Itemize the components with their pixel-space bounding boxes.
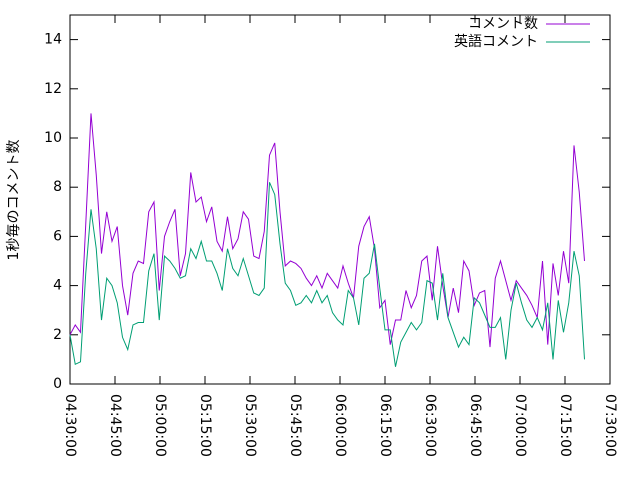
x-tick-label: 07:00:00	[512, 394, 528, 457]
x-tick-label: 06:30:00	[422, 394, 438, 457]
x-tick-label: 04:30:00	[62, 394, 78, 457]
x-tick-label: 05:15:00	[197, 394, 213, 457]
x-tick-label: 07:15:00	[557, 394, 573, 457]
y-tick-label: 6	[53, 228, 62, 244]
series-line	[69, 113, 585, 348]
y-tick-label: 0	[53, 376, 62, 392]
y-tick-label: 4	[53, 278, 62, 294]
series-line	[69, 182, 585, 367]
y-tick-label: 2	[53, 327, 62, 343]
x-tick-label: 05:00:00	[152, 394, 168, 457]
x-tick-label: 04:45:00	[107, 394, 123, 457]
x-tick-label: 06:15:00	[377, 394, 393, 457]
y-tick-label: 12	[44, 81, 62, 97]
x-tick-label: 06:00:00	[332, 394, 348, 457]
y-tick-label: 8	[53, 179, 62, 195]
x-tick-label: 07:30:00	[602, 394, 618, 457]
x-tick-label: 05:30:00	[242, 394, 258, 457]
y-tick-label: 10	[44, 130, 62, 146]
y-tick-label: 14	[44, 32, 62, 48]
x-tick-label: 06:45:00	[467, 394, 483, 457]
x-tick-label: 05:45:00	[287, 394, 303, 457]
plot-border	[69, 14, 611, 385]
legend-label: 英語コメント	[454, 33, 538, 50]
y-axis-label: 1秒毎のコメント数	[6, 140, 22, 261]
legend-label: コメント数	[468, 16, 538, 32]
